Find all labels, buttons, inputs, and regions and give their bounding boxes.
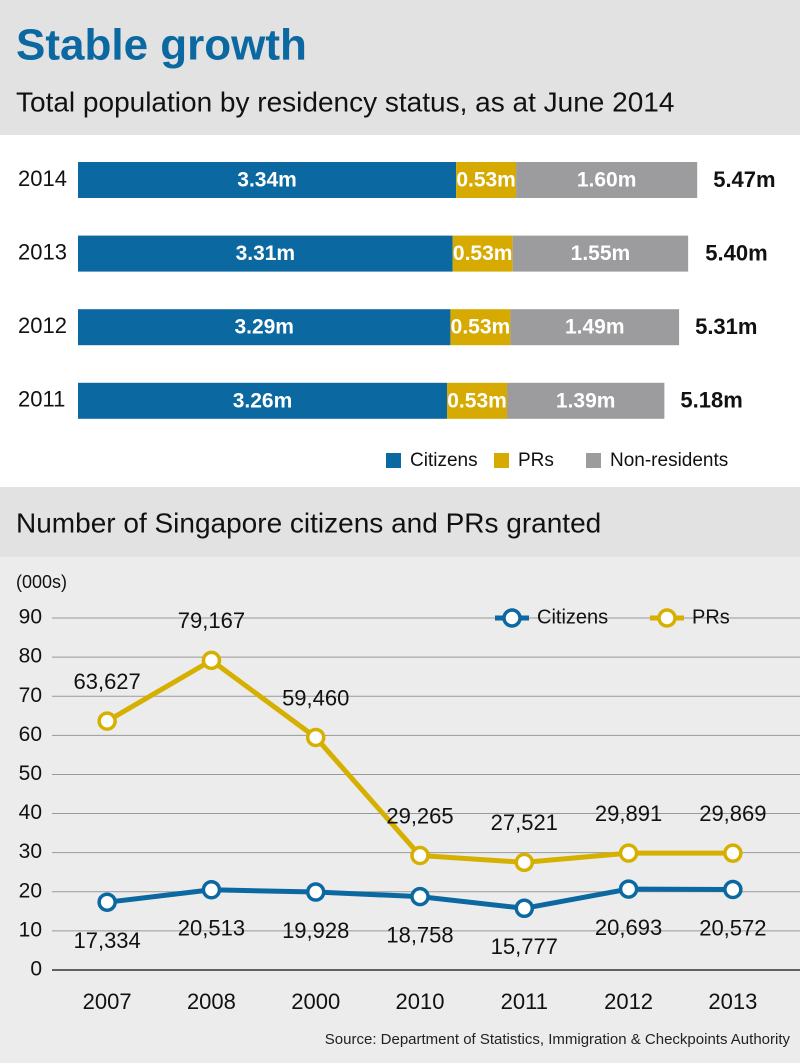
bar-value-label: 0.53m bbox=[456, 169, 516, 192]
data-label: 18,758 bbox=[386, 922, 453, 947]
data-point bbox=[514, 898, 535, 919]
bar-value-label: 3.26m bbox=[233, 389, 293, 412]
y-tick-label: 0 bbox=[30, 958, 42, 981]
page-title: Stable growth bbox=[16, 21, 307, 70]
data-point bbox=[618, 879, 639, 899]
y-tick-label: 40 bbox=[19, 801, 42, 824]
data-label: 17,334 bbox=[73, 928, 140, 953]
total-label: 5.31m bbox=[695, 314, 757, 339]
category-label: 2014 bbox=[18, 166, 67, 191]
data-label: 20,693 bbox=[595, 915, 662, 940]
data-point bbox=[97, 892, 117, 912]
data-label: 27,521 bbox=[491, 810, 558, 835]
y-tick-label: 90 bbox=[19, 606, 42, 629]
total-label: 5.18m bbox=[680, 388, 742, 413]
data-label: 15,777 bbox=[491, 934, 558, 959]
y-tick-label: 80 bbox=[19, 645, 42, 668]
total-label: 5.47m bbox=[713, 167, 775, 192]
data-point bbox=[305, 727, 326, 748]
data-point bbox=[514, 852, 535, 873]
bar-value-label: 1.55m bbox=[571, 242, 631, 265]
data-label: 29,869 bbox=[699, 801, 766, 826]
legend-swatch bbox=[386, 453, 401, 468]
bar-segment bbox=[452, 235, 513, 272]
legend-label: PRs bbox=[518, 450, 554, 471]
data-label: 29,891 bbox=[595, 801, 662, 826]
data-point bbox=[97, 711, 117, 731]
category-label: 2013 bbox=[18, 239, 67, 264]
bar-value-label: 0.53m bbox=[447, 389, 507, 412]
data-label: 79,167 bbox=[178, 608, 245, 633]
data-label: 20,572 bbox=[699, 915, 766, 940]
bar-value-label: 3.34m bbox=[237, 169, 297, 192]
x-tick-label: 2012 bbox=[604, 989, 653, 1014]
data-label: 19,928 bbox=[282, 918, 349, 943]
bar-value-label: 1.49m bbox=[565, 316, 625, 339]
line-chart-title: Number of Singapore citizens and PRs gra… bbox=[16, 507, 601, 538]
bar-value-label: 3.29m bbox=[234, 316, 294, 339]
legend-swatch bbox=[494, 453, 509, 468]
bar-value-label: 1.60m bbox=[577, 169, 637, 192]
data-label: 59,460 bbox=[282, 685, 349, 710]
y-axis-label: (000s) bbox=[16, 572, 67, 592]
data-label: 63,627 bbox=[73, 669, 140, 694]
header-background bbox=[0, 0, 800, 135]
x-tick-label: 2008 bbox=[187, 989, 236, 1014]
x-tick-label: 2007 bbox=[83, 989, 132, 1014]
y-tick-label: 20 bbox=[19, 879, 42, 902]
legend-label: Non-residents bbox=[610, 450, 728, 471]
source-note: Source: Department of Statistics, Immigr… bbox=[325, 1031, 791, 1048]
data-point bbox=[618, 843, 639, 863]
y-tick-label: 50 bbox=[19, 762, 42, 785]
bar-segment bbox=[78, 382, 448, 419]
data-label: 29,265 bbox=[386, 803, 453, 828]
data-point bbox=[201, 650, 222, 671]
page-subtitle: Total population by residency status, as… bbox=[16, 86, 674, 117]
y-tick-label: 70 bbox=[19, 684, 42, 707]
bar-value-label: 3.31m bbox=[236, 242, 296, 265]
bar-segment bbox=[447, 382, 508, 419]
data-point bbox=[201, 880, 222, 900]
legend-swatch bbox=[586, 453, 601, 468]
data-point bbox=[723, 879, 743, 900]
bar-segment bbox=[450, 309, 511, 346]
category-label: 2012 bbox=[18, 313, 67, 338]
bar-value-label: 0.53m bbox=[451, 316, 511, 339]
data-point bbox=[410, 886, 430, 907]
y-tick-label: 30 bbox=[19, 840, 42, 863]
bar-segment bbox=[516, 162, 698, 198]
bar-segment bbox=[78, 235, 453, 272]
bar-segment bbox=[512, 235, 689, 272]
x-tick-label: 2010 bbox=[396, 989, 445, 1014]
bar-segment bbox=[507, 382, 665, 419]
data-point bbox=[723, 843, 743, 863]
x-tick-label: 2000 bbox=[291, 989, 340, 1014]
category-label: 2011 bbox=[18, 387, 65, 412]
x-tick-label: 2011 bbox=[501, 989, 548, 1014]
y-tick-label: 60 bbox=[19, 723, 42, 746]
legend-marker bbox=[657, 608, 677, 628]
data-point bbox=[305, 882, 326, 902]
data-label: 20,513 bbox=[178, 916, 245, 941]
total-label: 5.40m bbox=[705, 240, 767, 265]
line-panel bbox=[0, 557, 800, 1063]
legend-label: Citizens bbox=[410, 450, 478, 471]
legend-label: Citizens bbox=[537, 606, 608, 628]
x-tick-label: 2013 bbox=[708, 989, 757, 1014]
bar-value-label: 1.39m bbox=[556, 389, 616, 412]
legend-label: PRs bbox=[692, 606, 730, 628]
bar-segment bbox=[510, 309, 680, 346]
line-header-background bbox=[0, 487, 800, 557]
y-tick-label: 10 bbox=[19, 918, 42, 941]
legend-marker bbox=[502, 608, 522, 628]
bar-segment bbox=[78, 309, 451, 346]
bar-segment bbox=[78, 162, 457, 198]
bar-value-label: 0.53m bbox=[453, 242, 513, 265]
bar-segment bbox=[456, 162, 517, 198]
data-point bbox=[410, 845, 430, 866]
